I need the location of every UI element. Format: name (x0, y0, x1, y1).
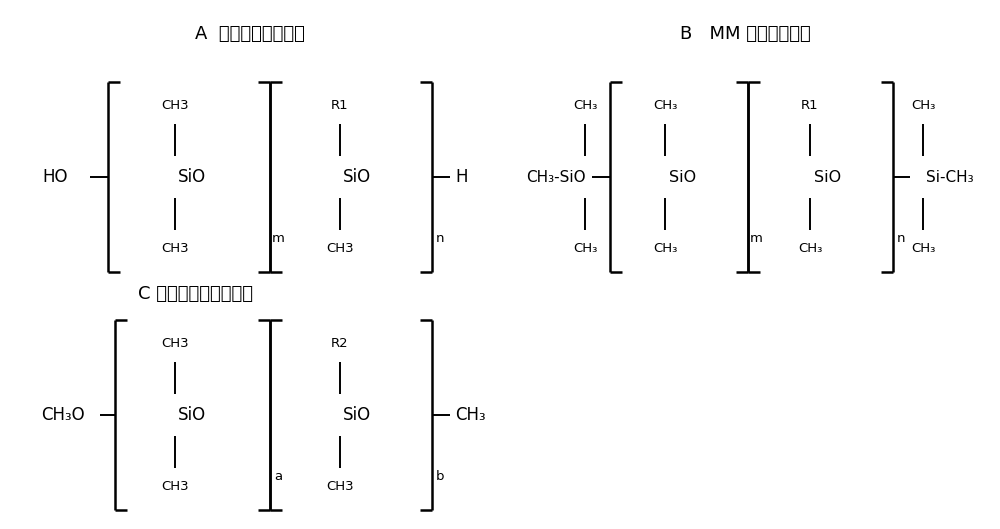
Text: CH₃: CH₃ (911, 99, 935, 112)
Text: CH3: CH3 (161, 338, 189, 350)
Text: SiO: SiO (178, 406, 206, 424)
Text: n: n (436, 232, 444, 244)
Text: CH₃-SiO: CH₃-SiO (526, 170, 586, 185)
Text: CH₃: CH₃ (653, 242, 677, 255)
Text: C 甲氧基封端胺基硅油: C 甲氧基封端胺基硅油 (138, 285, 252, 303)
Text: SiO: SiO (343, 168, 371, 186)
Text: b: b (436, 470, 444, 482)
Text: n: n (897, 232, 905, 244)
Text: CH₃O: CH₃O (41, 406, 85, 424)
Text: H: H (456, 168, 468, 186)
Text: CH₃: CH₃ (798, 242, 822, 255)
Text: A  羟基封端胺基硅油: A 羟基封端胺基硅油 (195, 25, 305, 43)
Text: CH₃: CH₃ (911, 242, 935, 255)
Text: m: m (750, 232, 762, 244)
Text: R1: R1 (331, 99, 349, 112)
Text: a: a (274, 470, 282, 482)
Text: HO: HO (42, 168, 68, 186)
Text: CH₃: CH₃ (573, 242, 597, 255)
Text: CH3: CH3 (161, 480, 189, 493)
Text: CH3: CH3 (161, 99, 189, 112)
Text: SiO: SiO (178, 168, 206, 186)
Text: m: m (272, 232, 284, 244)
Text: CH₃: CH₃ (653, 99, 677, 112)
Text: R1: R1 (801, 99, 819, 112)
Text: CH3: CH3 (161, 242, 189, 255)
Text: CH3: CH3 (326, 242, 354, 255)
Text: Si-CH₃: Si-CH₃ (926, 170, 974, 185)
Text: SiO: SiO (343, 406, 371, 424)
Text: CH3: CH3 (326, 480, 354, 493)
Text: B   MM 封端胺基硅油: B MM 封端胺基硅油 (680, 25, 810, 43)
Text: SiO: SiO (814, 170, 842, 185)
Text: CH₃: CH₃ (455, 406, 485, 424)
Text: CH₃: CH₃ (573, 99, 597, 112)
Text: R2: R2 (331, 338, 349, 350)
Text: SiO: SiO (669, 170, 697, 185)
